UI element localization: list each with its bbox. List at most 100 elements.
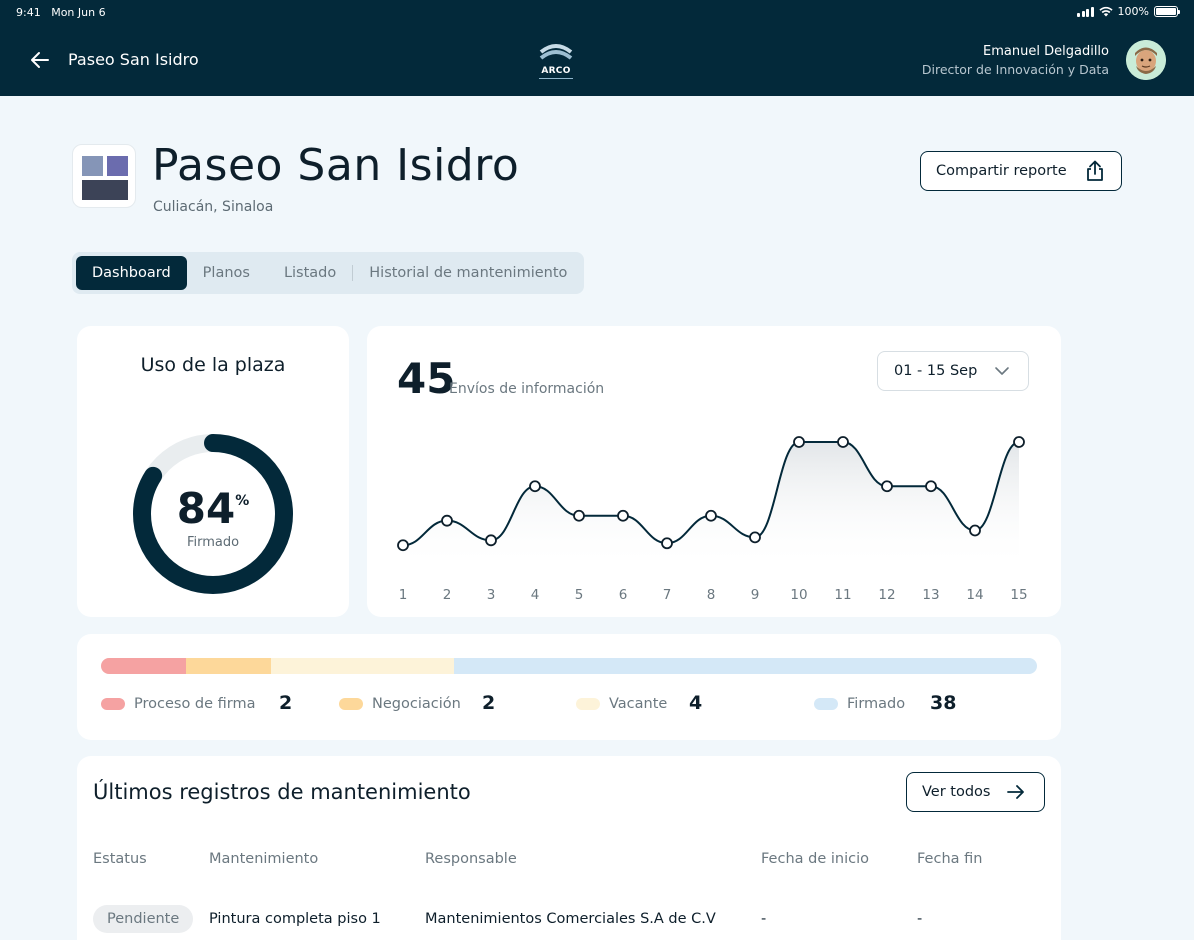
row-responsible: Mantenimientos Comerciales S.A de C.V <box>425 911 716 927</box>
x-tick-label: 1 <box>399 587 408 603</box>
data-point[interactable] <box>617 509 629 522</box>
data-point[interactable] <box>749 531 761 544</box>
x-tick-label: 12 <box>878 587 895 603</box>
legend-label: Firmado <box>847 696 906 712</box>
legend-swatch <box>814 698 838 710</box>
submissions-line-chart: 1 2 3 4 5 6 7 8 9 10 11 12 13 14 15 <box>397 436 1028 603</box>
legend-value: 38 <box>930 692 957 714</box>
submissions-card: 1 2 3 4 5 6 7 8 9 10 11 12 13 14 15 45 Envíos de infor… <box>367 326 1061 617</box>
x-tick-label: 7 <box>663 587 672 603</box>
usage-title: Uso de la plaza <box>140 354 286 376</box>
user-name: Emanuel Delgadillo <box>983 44 1109 59</box>
column-header-task[interactable]: Mantenimiento <box>209 851 319 867</box>
legend-label: Proceso de firma <box>134 696 256 712</box>
header-title: Paseo San Isidro <box>68 50 199 69</box>
data-point[interactable] <box>441 514 453 527</box>
signal-icon <box>1077 6 1094 17</box>
column-header-status[interactable]: Estatus <box>93 851 147 867</box>
data-point[interactable] <box>793 436 805 448</box>
row-start-date: - <box>761 911 767 927</box>
battery-icon <box>1154 6 1180 17</box>
floorplan-icon <box>82 156 128 200</box>
data-point[interactable] <box>705 509 717 522</box>
data-point[interactable] <box>485 534 497 547</box>
chart-area <box>403 442 1019 564</box>
top-bar: 9:41 Mon Jun 6 100% Paseo San Isidro ARC… <box>0 0 1194 96</box>
x-tick-label: 13 <box>922 587 939 603</box>
tab-historial[interactable]: Historial de mantenimiento <box>369 265 568 281</box>
legend-swatch <box>339 698 363 710</box>
percent-symbol: % <box>235 493 250 509</box>
column-header-end[interactable]: Fecha fin <box>917 851 983 867</box>
data-point[interactable] <box>1013 436 1025 448</box>
legend-firmado: Firmado <box>814 692 905 716</box>
column-header-start[interactable]: Fecha de inicio <box>761 851 869 867</box>
logo-text: ARCO <box>541 66 571 76</box>
data-point[interactable] <box>573 509 585 522</box>
data-point[interactable] <box>397 539 409 552</box>
avatar-icon <box>1126 40 1166 80</box>
x-tick-label: 11 <box>834 587 851 603</box>
data-point[interactable] <box>925 480 937 493</box>
legend-label: Vacante <box>609 696 668 712</box>
legend-label: Negociación <box>372 696 461 712</box>
distribution-card: Proceso de firma 2 Negociación 2 Vacante… <box>77 634 1061 740</box>
clock: 9:41 <box>16 6 41 19</box>
legend-swatch <box>576 698 600 710</box>
property-icon <box>72 144 136 208</box>
usage-donut-chart <box>133 434 293 594</box>
data-point[interactable] <box>881 480 893 493</box>
tab-divider <box>352 265 354 281</box>
status-time: 9:41 Mon Jun 6 <box>16 6 106 19</box>
maintenance-title: Últimos registros de mantenimiento <box>93 780 471 804</box>
page-title: Paseo San Isidro <box>152 140 520 191</box>
see-all-button[interactable]: Ver todos <box>906 772 1045 812</box>
chevron-down-icon <box>995 367 1009 375</box>
data-point[interactable] <box>529 480 541 493</box>
date-range-select[interactable]: 01 - 15 Sep <box>877 351 1029 391</box>
logo-mark-icon <box>539 44 573 60</box>
x-tick-label: 8 <box>707 587 716 603</box>
share-report-button[interactable]: Compartir reporte <box>920 151 1122 191</box>
legend-value: 2 <box>482 692 496 714</box>
x-tick-label: 2 <box>443 587 452 603</box>
x-tick-label: 3 <box>487 587 496 603</box>
donut-arc <box>133 434 293 594</box>
back-arrow-icon[interactable] <box>28 48 52 72</box>
x-tick-label: 10 <box>790 587 807 603</box>
usage-percent-value: 84 <box>176 484 236 533</box>
usage-label: Firmado <box>186 535 240 550</box>
legend-vacante: Vacante <box>576 692 667 716</box>
status-date: Mon Jun 6 <box>51 6 106 19</box>
data-point[interactable] <box>661 537 673 550</box>
share-icon <box>1086 160 1103 181</box>
tab-planos[interactable]: Planos <box>202 265 250 281</box>
usage-card: Uso de la plaza 84% Firmado <box>77 326 349 617</box>
maintenance-card: Últimos registros de mantenimiento Ver t… <box>77 756 1061 940</box>
legend-swatch <box>101 698 125 710</box>
row-end-date: - <box>917 911 923 927</box>
distribution-segment <box>454 658 1037 674</box>
column-header-responsible[interactable]: Responsable <box>425 851 517 867</box>
legend-proceso: Proceso de firma <box>101 692 256 716</box>
distribution-segment <box>271 658 454 674</box>
distribution-bar <box>101 658 1037 674</box>
avatar[interactable] <box>1126 40 1166 80</box>
x-tick-label: 14 <box>966 587 983 603</box>
legend-value: 2 <box>279 692 293 714</box>
arco-logo: ARCO <box>536 42 576 79</box>
submissions-count: 45 <box>397 354 456 403</box>
battery-percent: 100% <box>1117 5 1149 18</box>
legend-value: 4 <box>689 692 703 714</box>
row-task[interactable]: Pintura completa piso 1 <box>209 911 381 927</box>
data-point[interactable] <box>969 524 981 537</box>
date-range-value: 01 - 15 Sep <box>894 363 978 379</box>
wifi-icon <box>1098 6 1113 17</box>
status-badge: Pendiente <box>93 905 194 933</box>
tab-listado[interactable]: Listado <box>283 265 337 281</box>
arrow-right-icon <box>1007 785 1025 799</box>
data-point[interactable] <box>837 436 849 448</box>
see-all-label: Ver todos <box>922 784 991 800</box>
tab-dashboard[interactable]: Dashboard <box>76 256 187 290</box>
property-location: Culiacán, Sinaloa <box>153 199 274 215</box>
